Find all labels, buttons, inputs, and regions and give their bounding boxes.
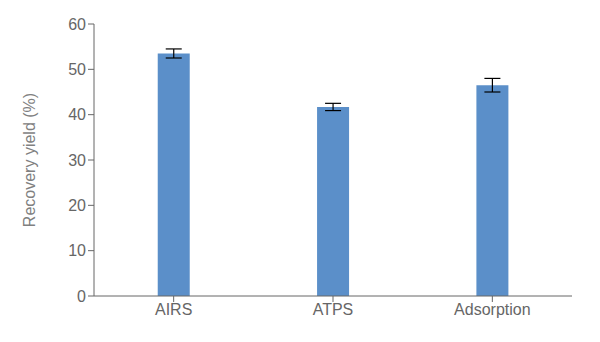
svg-text:20: 20 bbox=[68, 197, 86, 214]
svg-text:ATPS: ATPS bbox=[313, 301, 354, 318]
svg-text:10: 10 bbox=[68, 242, 86, 259]
svg-text:0: 0 bbox=[77, 288, 86, 305]
svg-text:30: 30 bbox=[68, 152, 86, 169]
svg-text:50: 50 bbox=[68, 61, 86, 78]
svg-text:AIRS: AIRS bbox=[155, 301, 192, 318]
svg-text:Recovery yield (%): Recovery yield (%) bbox=[21, 93, 38, 227]
svg-text:60: 60 bbox=[68, 16, 86, 33]
svg-text:40: 40 bbox=[68, 106, 86, 123]
svg-text:Adsorption: Adsorption bbox=[454, 301, 531, 318]
